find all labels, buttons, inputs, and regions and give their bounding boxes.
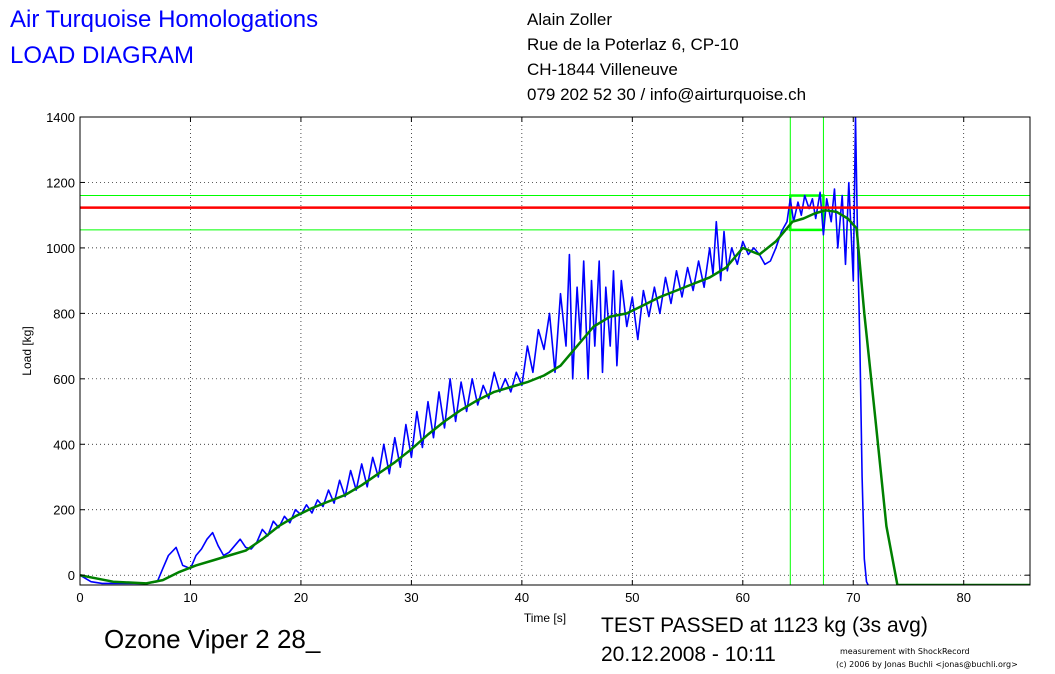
y-tick-label: 1200	[46, 175, 75, 190]
x-tick-label: 10	[183, 590, 197, 605]
x-tick-label: 40	[515, 590, 529, 605]
plot-frame	[79, 116, 1031, 586]
y-tick-label: 1400	[46, 110, 75, 125]
y-tick-label: 0	[68, 568, 75, 583]
test-result: TEST PASSED at 1123 kg (3s avg)	[601, 614, 928, 637]
average-window-box	[789, 194, 825, 232]
x-axis-label: Time [s]	[524, 611, 566, 625]
y-tick-label: 400	[53, 437, 75, 452]
plot-marks	[80, 117, 1030, 585]
address-contact: 079 202 52 30 / info@airturquoise.ch	[527, 85, 807, 104]
x-tick-label: 0	[76, 590, 83, 605]
plot-area	[80, 117, 1030, 585]
x-tick-label: 60	[736, 590, 750, 605]
y-tick-label: 800	[53, 306, 75, 321]
x-tick-label: 80	[956, 590, 970, 605]
address-street: Rue de la Poterlaz 6, CP-10	[527, 35, 739, 54]
y-axis-label: Load [kg]	[20, 326, 34, 375]
address-city: CH-1844 Villeneuve	[527, 60, 678, 79]
y-tick-label: 1000	[46, 241, 75, 256]
x-tick-label: 70	[846, 590, 860, 605]
axis-ticks: 0 10 20 30 40 50 60 70 8002004006008001000120014…	[46, 110, 1030, 605]
x-tick-label: 50	[625, 590, 639, 605]
average-load-line	[80, 209, 1030, 585]
chart-subtitle: LOAD DIAGRAM	[10, 42, 195, 69]
glider-model: Ozone Viper 2 28_	[104, 624, 321, 654]
test-datetime: 20.12.2008 - 10:11	[601, 643, 776, 666]
address-name: Alain Zoller	[527, 10, 613, 29]
x-tick-label: 30	[404, 590, 418, 605]
x-tick-label: 20	[294, 590, 308, 605]
y-tick-label: 600	[53, 372, 75, 387]
copyright-line: (c) 2006 by Jonas Buchli <jonas@buchli.o…	[836, 660, 1018, 669]
credit-line: measurement with ShockRecord	[840, 647, 970, 656]
y-tick-label: 200	[53, 503, 75, 518]
chart-title: Air Turquoise Homologations	[10, 6, 319, 33]
